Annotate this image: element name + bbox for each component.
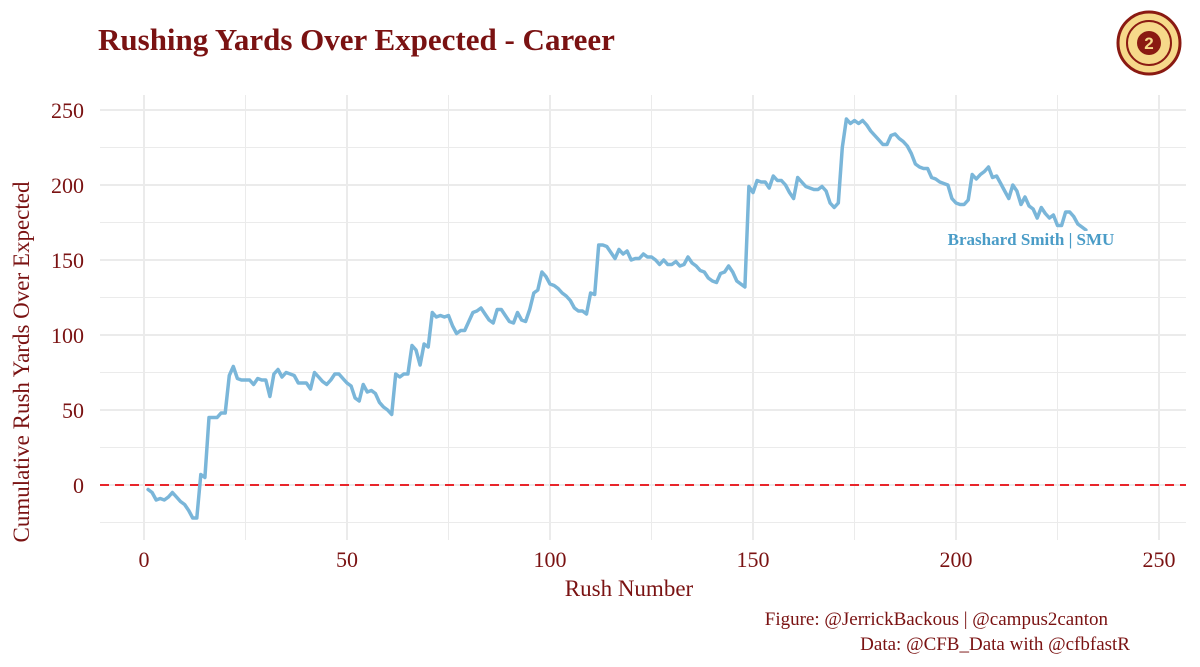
y-tick-label: 100 bbox=[51, 323, 84, 348]
x-tick-label: 200 bbox=[940, 547, 973, 572]
series-line-brashard-smith bbox=[146, 117, 1088, 520]
x-tick-label: 0 bbox=[139, 547, 150, 572]
svg-text:2: 2 bbox=[1144, 34, 1153, 53]
campus2canton-logo: 2 bbox=[1116, 10, 1182, 76]
y-tick-label: 250 bbox=[51, 98, 84, 123]
series-label: Brashard Smith | SMU bbox=[948, 230, 1115, 249]
data-credit: Data: @CFB_Data with @cfbfastR bbox=[860, 634, 1130, 655]
chart-title: Rushing Yards Over Expected - Career bbox=[98, 22, 615, 57]
y-tick-labels: 0 50 100 150 200 250 bbox=[51, 98, 84, 498]
y-tick-label: 150 bbox=[51, 248, 84, 273]
x-tick-label: 50 bbox=[336, 547, 358, 572]
x-tick-label: 150 bbox=[737, 547, 770, 572]
minor-grid bbox=[100, 95, 1186, 540]
y-axis-label: Cumulative Rush Yards Over Expected bbox=[9, 181, 34, 542]
major-grid bbox=[100, 95, 1186, 540]
y-tick-label: 200 bbox=[51, 173, 84, 198]
x-tick-labels: 0 50 100 150 200 250 bbox=[139, 547, 1176, 572]
figure-credit: Figure: @JerrickBackous | @campus2canton bbox=[764, 609, 1108, 630]
y-tick-label: 0 bbox=[73, 473, 84, 498]
x-tick-label: 250 bbox=[1143, 547, 1176, 572]
x-axis-label: Rush Number bbox=[565, 576, 694, 601]
x-tick-label: 100 bbox=[534, 547, 567, 572]
y-tick-label: 50 bbox=[62, 398, 84, 423]
